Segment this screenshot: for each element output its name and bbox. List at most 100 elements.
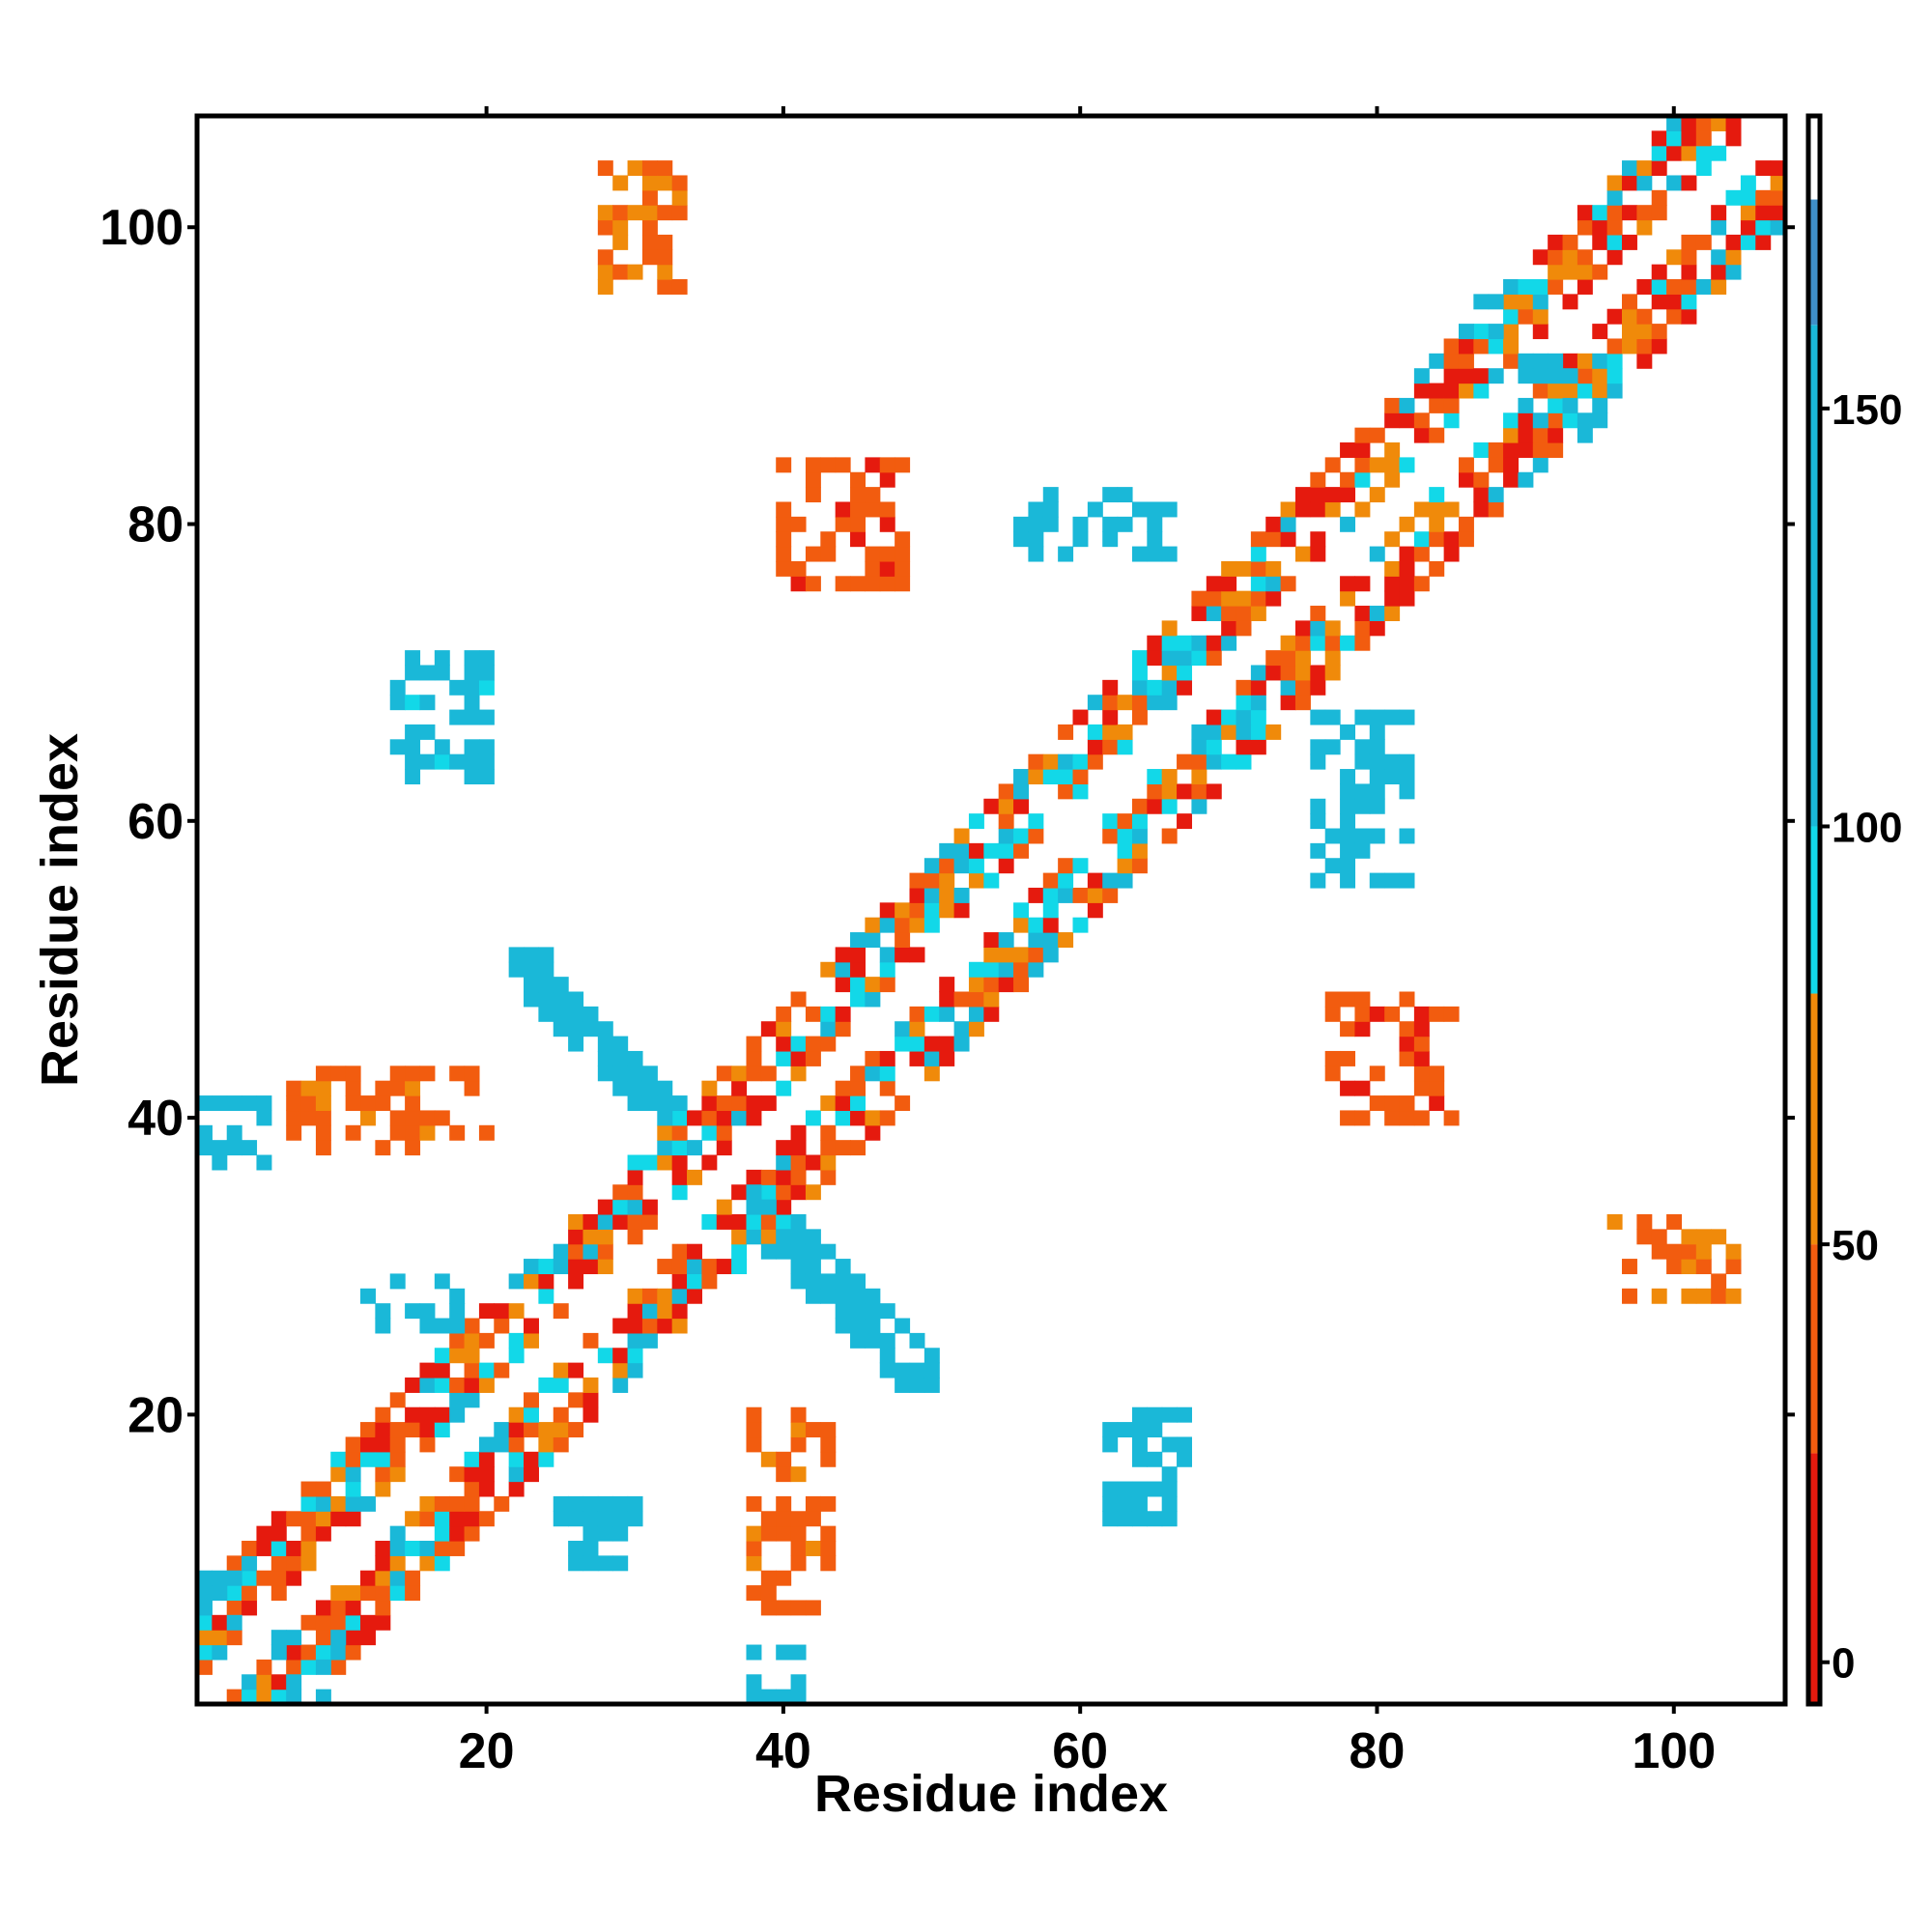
heatmap-cell xyxy=(345,1630,361,1646)
heatmap-cell xyxy=(1666,1259,1683,1275)
heatmap-cell xyxy=(1072,516,1089,532)
heatmap-cell xyxy=(478,1451,495,1467)
heatmap-cell xyxy=(1681,234,1697,250)
heatmap-cell xyxy=(553,1436,569,1453)
heatmap-cell xyxy=(1102,1481,1119,1497)
heatmap-cell xyxy=(315,1644,331,1661)
heatmap-cell xyxy=(1548,383,1564,399)
heatmap-cell xyxy=(1206,606,1222,621)
heatmap-cell xyxy=(1028,947,1044,963)
heatmap-cell xyxy=(983,932,1000,949)
heatmap-cell xyxy=(923,1006,940,1022)
heatmap-cell xyxy=(746,1184,762,1201)
heatmap-cell xyxy=(419,665,436,681)
heatmap-cell xyxy=(1443,1006,1460,1022)
heatmap-cell xyxy=(701,1213,718,1230)
heatmap-cell xyxy=(923,917,940,933)
heatmap-cell xyxy=(478,1511,495,1527)
heatmap-cell xyxy=(597,264,613,280)
heatmap-cell xyxy=(1651,205,1667,221)
heatmap-cell xyxy=(553,1377,569,1393)
heatmap-cell xyxy=(1206,650,1222,667)
heatmap-cell xyxy=(879,1110,895,1126)
heatmap-cell xyxy=(1310,487,1326,503)
heatmap-cell xyxy=(1636,219,1653,236)
heatmap-cell xyxy=(478,1466,495,1483)
heatmap-cell xyxy=(820,1495,837,1512)
heatmap-cell xyxy=(865,1303,881,1320)
x-tick-label: 40 xyxy=(755,1723,811,1779)
heatmap-cell xyxy=(300,1110,317,1126)
heatmap-cell xyxy=(478,709,495,725)
heatmap-cell xyxy=(657,264,673,280)
heatmap-cell xyxy=(641,234,658,250)
heatmap-cell xyxy=(1413,1006,1430,1022)
heatmap-cell xyxy=(375,1436,391,1453)
heatmap-cell xyxy=(835,457,851,473)
heatmap-cell xyxy=(1310,606,1326,621)
heatmap-cell xyxy=(1117,487,1133,503)
heatmap-cell xyxy=(657,279,673,295)
heatmap-cell xyxy=(939,1006,955,1022)
heatmap-cell xyxy=(405,739,421,755)
heatmap-cell xyxy=(1503,294,1520,310)
heatmap-cell xyxy=(1340,724,1356,740)
heatmap-cell xyxy=(612,219,629,236)
heatmap-cell xyxy=(923,1362,940,1378)
heatmap-cell xyxy=(375,1555,391,1572)
heatmap-cell xyxy=(1399,1095,1415,1112)
heatmap-cell xyxy=(1458,383,1474,399)
heatmap-cell xyxy=(657,234,673,250)
heatmap-cell xyxy=(671,189,688,206)
heatmap-cell xyxy=(1606,175,1623,191)
heatmap-cell xyxy=(345,1124,361,1141)
heatmap-cell xyxy=(1503,412,1520,429)
heatmap-cell xyxy=(790,1229,807,1245)
heatmap-cell xyxy=(1147,1406,1163,1423)
heatmap-cell xyxy=(464,1495,480,1512)
heatmap-cell xyxy=(1013,783,1030,800)
heatmap-cell xyxy=(1532,442,1548,458)
heatmap-cell xyxy=(553,1406,569,1423)
heatmap-cell xyxy=(1310,872,1326,889)
heatmap-cell xyxy=(1131,798,1148,814)
heatmap-cell xyxy=(687,1273,702,1290)
heatmap-cell xyxy=(375,1080,391,1096)
heatmap-cell xyxy=(1458,531,1474,548)
heatmap-cell xyxy=(1147,695,1163,711)
heatmap-cell xyxy=(1058,872,1074,889)
x-tick-label: 100 xyxy=(1632,1723,1716,1779)
heatmap-cell xyxy=(1117,695,1133,711)
heatmap-cell xyxy=(835,1303,851,1320)
heatmap-cell xyxy=(1443,397,1460,413)
heatmap-cell xyxy=(434,1540,450,1556)
heatmap-cell xyxy=(1280,501,1296,518)
heatmap-cell xyxy=(1681,175,1697,191)
heatmap-cell xyxy=(1740,175,1756,191)
heatmap-cell xyxy=(1250,679,1266,696)
heatmap-cell xyxy=(1161,1511,1178,1527)
heatmap-cell xyxy=(1028,531,1044,548)
heatmap-cell xyxy=(1147,516,1163,532)
heatmap-cell xyxy=(1770,160,1786,177)
heatmap-cell xyxy=(641,1318,658,1334)
heatmap-cell xyxy=(568,1273,584,1290)
heatmap-cell xyxy=(1711,1229,1727,1245)
heatmap-cell xyxy=(286,1659,302,1675)
heatmap-cell xyxy=(612,1036,629,1052)
heatmap-cell xyxy=(790,1674,807,1690)
heatmap-cell xyxy=(1413,383,1430,399)
heatmap-cell xyxy=(820,457,837,473)
heatmap-cell xyxy=(1606,338,1623,355)
heatmap-cell xyxy=(1177,635,1193,651)
heatmap-cell xyxy=(1592,205,1608,221)
heatmap-cell xyxy=(998,813,1014,830)
heatmap-cell xyxy=(1265,590,1282,607)
heatmap-cell xyxy=(1636,1229,1653,1245)
heatmap-cell xyxy=(1028,516,1044,532)
heatmap-cell xyxy=(746,1229,762,1245)
heatmap-cell xyxy=(1606,219,1623,236)
heatmap-cell xyxy=(494,1422,510,1438)
heatmap-cell xyxy=(538,961,554,978)
heatmap-cell xyxy=(1087,753,1103,770)
